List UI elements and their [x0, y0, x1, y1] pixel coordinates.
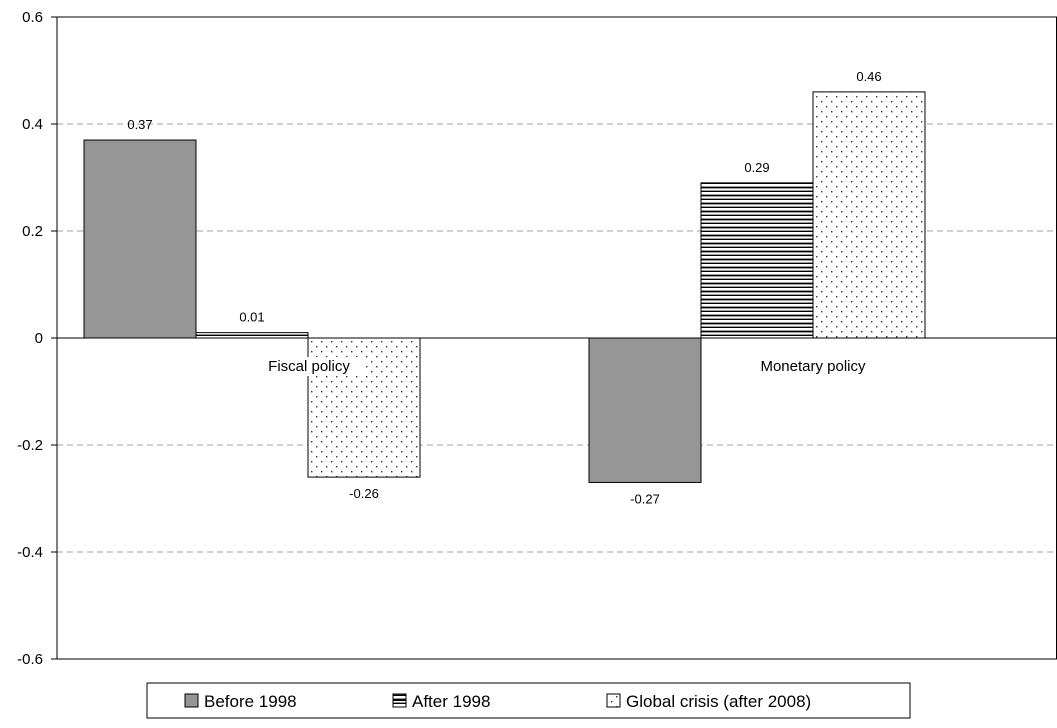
- legend-label: After 1998: [412, 692, 490, 711]
- labels: 0.37 -0.27 0.01 0.29 -0.26 0.46 0.6 0.4 0.2 0 -0.2…: [17, 9, 882, 668]
- bar-after-1998-1: [700, 182, 814, 339]
- y-tick-label: 0.6: [22, 9, 43, 26]
- bars: [83, 91, 926, 483]
- data-label: 0.46: [856, 69, 881, 84]
- data-label: -0.26: [349, 486, 379, 501]
- legend-swatch-1: [184, 693, 199, 708]
- legend-swatch-3: [606, 693, 621, 708]
- y-tick-label: -0.6: [17, 651, 43, 668]
- category-label: Fiscal policy: [268, 358, 350, 375]
- legend-label: Global crisis (after 2008): [626, 692, 811, 711]
- bar-before-1998-0: [83, 139, 197, 339]
- legend: Before 1998 After 1998 Global crisis (afte…: [146, 682, 911, 719]
- legend-label: Before 1998: [204, 692, 297, 711]
- y-tick-label: -0.4: [17, 544, 43, 561]
- category-label-bg: [750, 357, 876, 376]
- y-tick-label: -0.2: [17, 437, 43, 454]
- data-label: -0.27: [630, 491, 660, 506]
- legend-box: [146, 682, 911, 719]
- category-label-bg: [254, 357, 364, 376]
- data-label: 0.01: [239, 310, 264, 325]
- bar-after-1998-0: [195, 332, 309, 339]
- data-label: 0.37: [127, 117, 152, 132]
- data-label: 0.29: [744, 160, 769, 175]
- y-tick-label: 0.4: [22, 116, 43, 133]
- bar-global-crisis-after-2008-1: [812, 91, 926, 339]
- bar-before-1998-1: [588, 337, 702, 483]
- y-tick-label: 0: [35, 330, 43, 347]
- category-label: Monetary policy: [760, 358, 866, 375]
- y-tick-label: 0.2: [22, 223, 43, 240]
